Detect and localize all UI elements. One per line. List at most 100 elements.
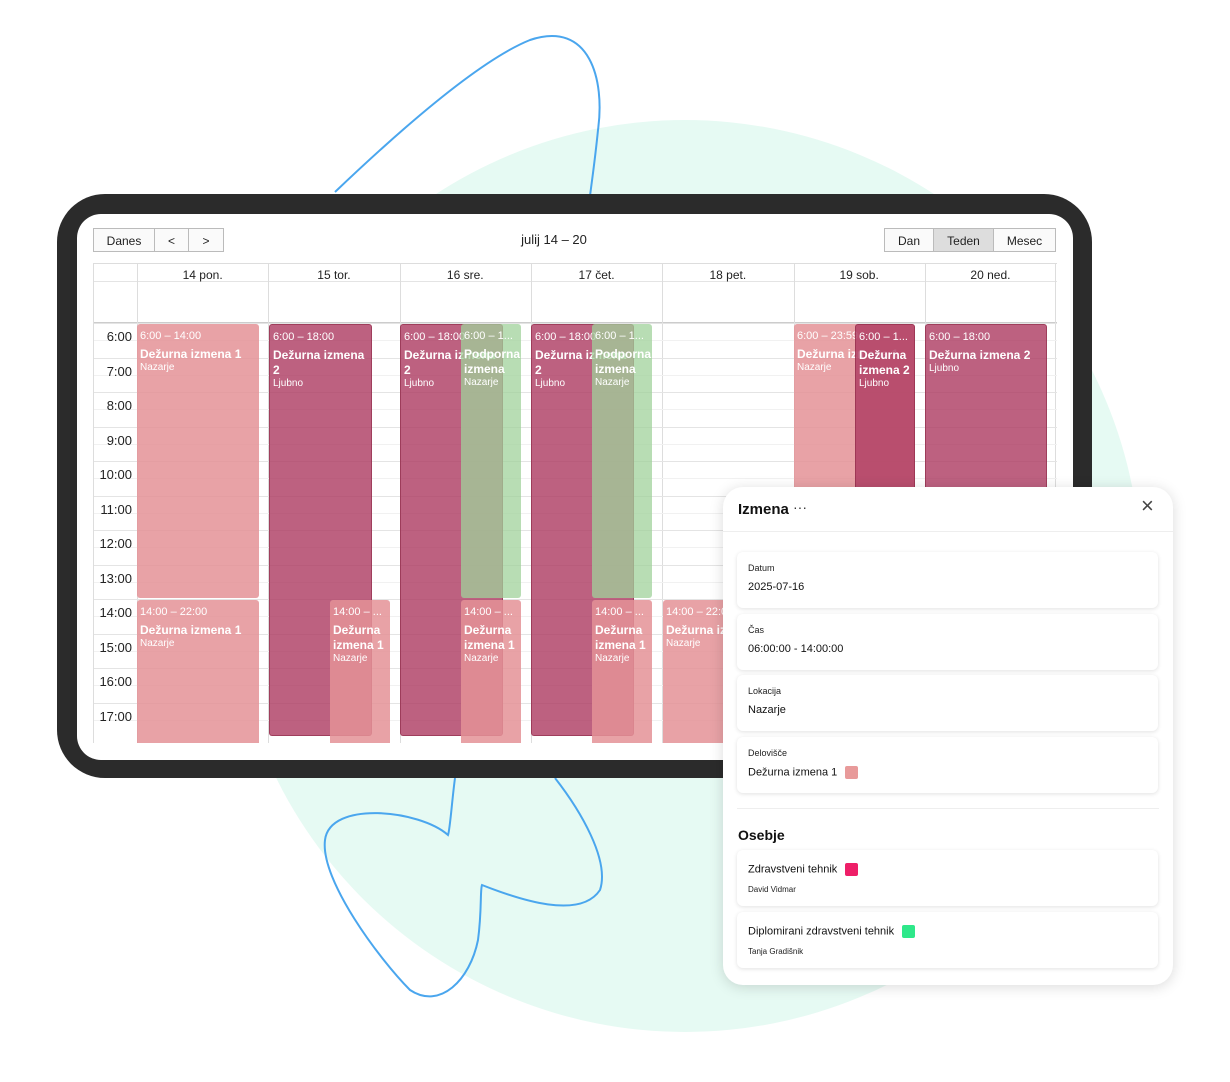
hour-label: 13:00 [99,570,132,586]
hour-label: 16:00 [99,674,132,689]
day-view[interactable]: Dan [884,228,934,252]
field-card: Lokacija Nazarje [737,675,1158,732]
field-label: Čas [748,624,765,635]
event-title: Dežurna izmena 2 [859,348,910,377]
event-time: 6:00 – 1... [464,330,513,342]
event-location: Nazarje [140,638,175,649]
today-button[interactable]: Danes [93,228,155,252]
column-line [662,264,664,743]
shift-panel: Izmena ··· × Osebje Datum 2025-07-16 Čas 06… [723,487,1173,985]
hour-label: 9:00 [106,432,132,448]
person-card: Diplomirani zdravstveni tehnik Tanja Grad… [737,912,1158,968]
hour-label: 7:00 [106,363,132,379]
field-value: 2025-07-16 [748,581,805,593]
event[interactable]: 14:00 – ... Dežurna izmena 1 Nazarje [461,600,521,743]
panel-menu[interactable]: ··· [793,499,807,515]
event-time: 6:00 – 1... [595,330,644,342]
event-location: Nazarje [595,377,630,388]
event-location: Nazarje [333,653,368,664]
next-button[interactable]: > [188,228,224,252]
event[interactable]: 14:00 – ... Dežurna izmena 1 Nazarje [330,600,390,743]
hour-line [94,323,1057,324]
event-location: Nazarje [140,362,175,373]
field-value: Nazarje [748,704,786,717]
event-location: Ljubno [535,378,566,389]
event-location: Ljubno [404,378,435,389]
event[interactable]: 6:00 – 14:00 Dežurna izmena 1 Nazarje [137,324,259,598]
squiggle [323,777,603,998]
divider [737,808,1159,809]
row-line [94,322,1057,323]
day-header: 17 čet. [578,268,615,282]
day-header: 19 sob. [839,268,879,282]
row-line [94,281,1057,282]
day-header: 14 pon. [182,268,223,282]
person-card: Zdravstveni tehnik David Vidmar [737,850,1158,906]
field-label: Lokacija [748,686,782,697]
divider [723,531,1173,532]
event-location: Nazarje [464,377,499,388]
event-time: 6:00 – 23:59 [797,330,859,342]
hour-label: 6:00 [106,329,132,344]
day-header: 16 sre. [446,268,484,282]
event-location: Ljubno [929,363,960,374]
event-title: Podporna izmena [595,347,651,376]
month-view[interactable]: Mesec [993,228,1056,252]
hour-label: 12:00 [99,536,132,551]
event-time: 6:00 – 1... [859,331,908,343]
calendar-title: julij 14 – 20 [521,232,587,247]
event-location: Nazarje [666,638,701,649]
event-location: Nazarje [797,362,832,373]
event-location: Ljubno [273,378,304,389]
prev-button[interactable]: < [154,228,189,252]
event-title: Dežurna izmena 1 [140,623,242,637]
day-header: 20 ned. [970,268,1011,282]
hour-label: 17:00 [99,708,132,724]
event-time: 6:00 – 18:00 [273,331,335,343]
hour-label: 14:00 [99,605,132,620]
event-title: Dežurna izmena 1 [464,623,515,652]
event[interactable]: 14:00 – 22:00 Dežurna izmena 1 Nazarje [137,600,259,743]
event-title: Dežurna izmena 1 [595,623,646,652]
panel-title: Izmena [738,501,789,518]
color-swatch [845,766,859,780]
event-time: 6:00 – 18:00 [535,331,597,343]
field-card: Datum 2025-07-16 [737,552,1158,608]
hour-label: 15:00 [99,639,132,655]
person-role: Diplomirani zdravstveni tehnik [748,925,916,938]
event-time: 6:00 – 18:00 [404,331,466,343]
color-swatch [902,925,916,938]
field-value: Dežurna izmena 1 [748,766,859,780]
person-name: David Vidmar [748,885,796,894]
event[interactable]: 14:00 – ... Dežurna izmena 1 Nazarje [592,600,652,743]
day-header: 18 pet. [709,268,747,282]
event-time: 14:00 – 22:00 [666,606,734,618]
event[interactable]: 6:00 – 1... Podporna izmena Nazarje [592,324,652,598]
event-title: Podporna izmena [464,347,520,376]
person-role: Zdravstveni tehnik [748,863,859,876]
event-location: Nazarje [464,653,499,664]
event-location: Nazarje [595,653,630,664]
week-view[interactable]: Teden [933,228,994,252]
close-button[interactable]: × [1141,493,1154,518]
squiggle [334,35,601,197]
event-time: 6:00 – 14:00 [140,330,202,342]
field-label: Delovišče [748,748,788,759]
person-name: Tanja Gradišnik [748,947,804,956]
event-title: Dežurna izmena 2 [273,348,365,377]
event-time: 6:00 – 18:00 [929,331,991,343]
field-label: Datum [748,563,775,573]
event-title: Dežurna izmena 1 [140,347,242,361]
event-title: Dežurna izmena 1 [333,623,384,652]
field-value: 06:00:00 - 14:00:00 [748,642,844,655]
people-title: Osebje [738,827,785,843]
event-time: 14:00 – ... [333,606,382,618]
hour-label: 10:00 [99,467,132,482]
event[interactable]: 6:00 – 1... Podporna izmena Nazarje [461,324,521,598]
event-location: Ljubno [859,378,890,389]
column-line [268,264,270,743]
hour-label: 11:00 [100,501,132,517]
day-header: 15 tor. [317,268,351,282]
event-title: Dežurna izmena 2 [929,348,1031,362]
event-time: 14:00 – ... [464,606,513,618]
